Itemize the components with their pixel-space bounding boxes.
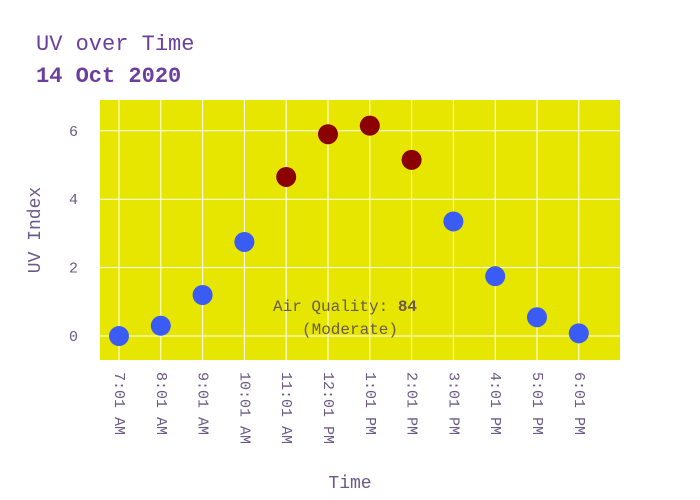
- annotation-value: 84: [398, 298, 418, 316]
- y-tick-label: 0: [69, 329, 78, 346]
- data-point: [276, 166, 297, 187]
- x-axis-label: Time: [328, 474, 371, 494]
- y-axis-label: UV Index: [26, 187, 46, 273]
- chart-title: UV over Time: [36, 32, 194, 57]
- x-tick-label: 3:01 PM: [444, 372, 461, 435]
- data-point: [192, 285, 213, 305]
- data-points: [109, 115, 589, 347]
- x-tick-label: 6:01 PM: [570, 372, 587, 435]
- x-tick-label: 8:01 AM: [152, 372, 169, 435]
- data-point: [109, 326, 129, 347]
- x-tick-label: 5:01 PM: [528, 372, 545, 435]
- y-tick-label: 4: [69, 192, 78, 209]
- x-tick-label: 12:01 PM: [319, 372, 336, 444]
- data-point: [443, 211, 464, 232]
- data-point: [527, 307, 547, 328]
- x-tick-label: 11:01 AM: [277, 372, 294, 444]
- annotation-air-quality: Air Quality: 84: [273, 298, 417, 316]
- y-tick-label: 2: [69, 261, 78, 278]
- y-axis-ticks: 0 2 4 6: [69, 124, 78, 346]
- data-point: [150, 315, 171, 336]
- annotation-status: (Moderate): [302, 321, 398, 339]
- x-tick-label: 10:01 AM: [235, 372, 252, 444]
- data-point: [234, 231, 255, 252]
- data-point: [485, 266, 506, 287]
- x-tick-label: 9:01 AM: [194, 372, 211, 435]
- annotation-label: Air Quality:: [273, 298, 398, 316]
- x-tick-label: 7:01 AM: [110, 372, 127, 435]
- chart-subtitle: 14 Oct 2020: [36, 64, 181, 89]
- data-point: [318, 124, 338, 145]
- x-tick-label: 1:01 PM: [361, 372, 378, 435]
- x-axis-ticks: 7:01 AM 8:01 AM 9:01 AM 10:01 AM 11:01 AM 12:…: [110, 372, 587, 444]
- y-tick-label: 6: [69, 124, 78, 141]
- data-point: [401, 149, 422, 170]
- data-point: [359, 115, 380, 136]
- x-tick-label: 2:01 PM: [403, 372, 420, 435]
- data-point: [568, 323, 589, 344]
- x-tick-label: 4:01 PM: [486, 372, 503, 435]
